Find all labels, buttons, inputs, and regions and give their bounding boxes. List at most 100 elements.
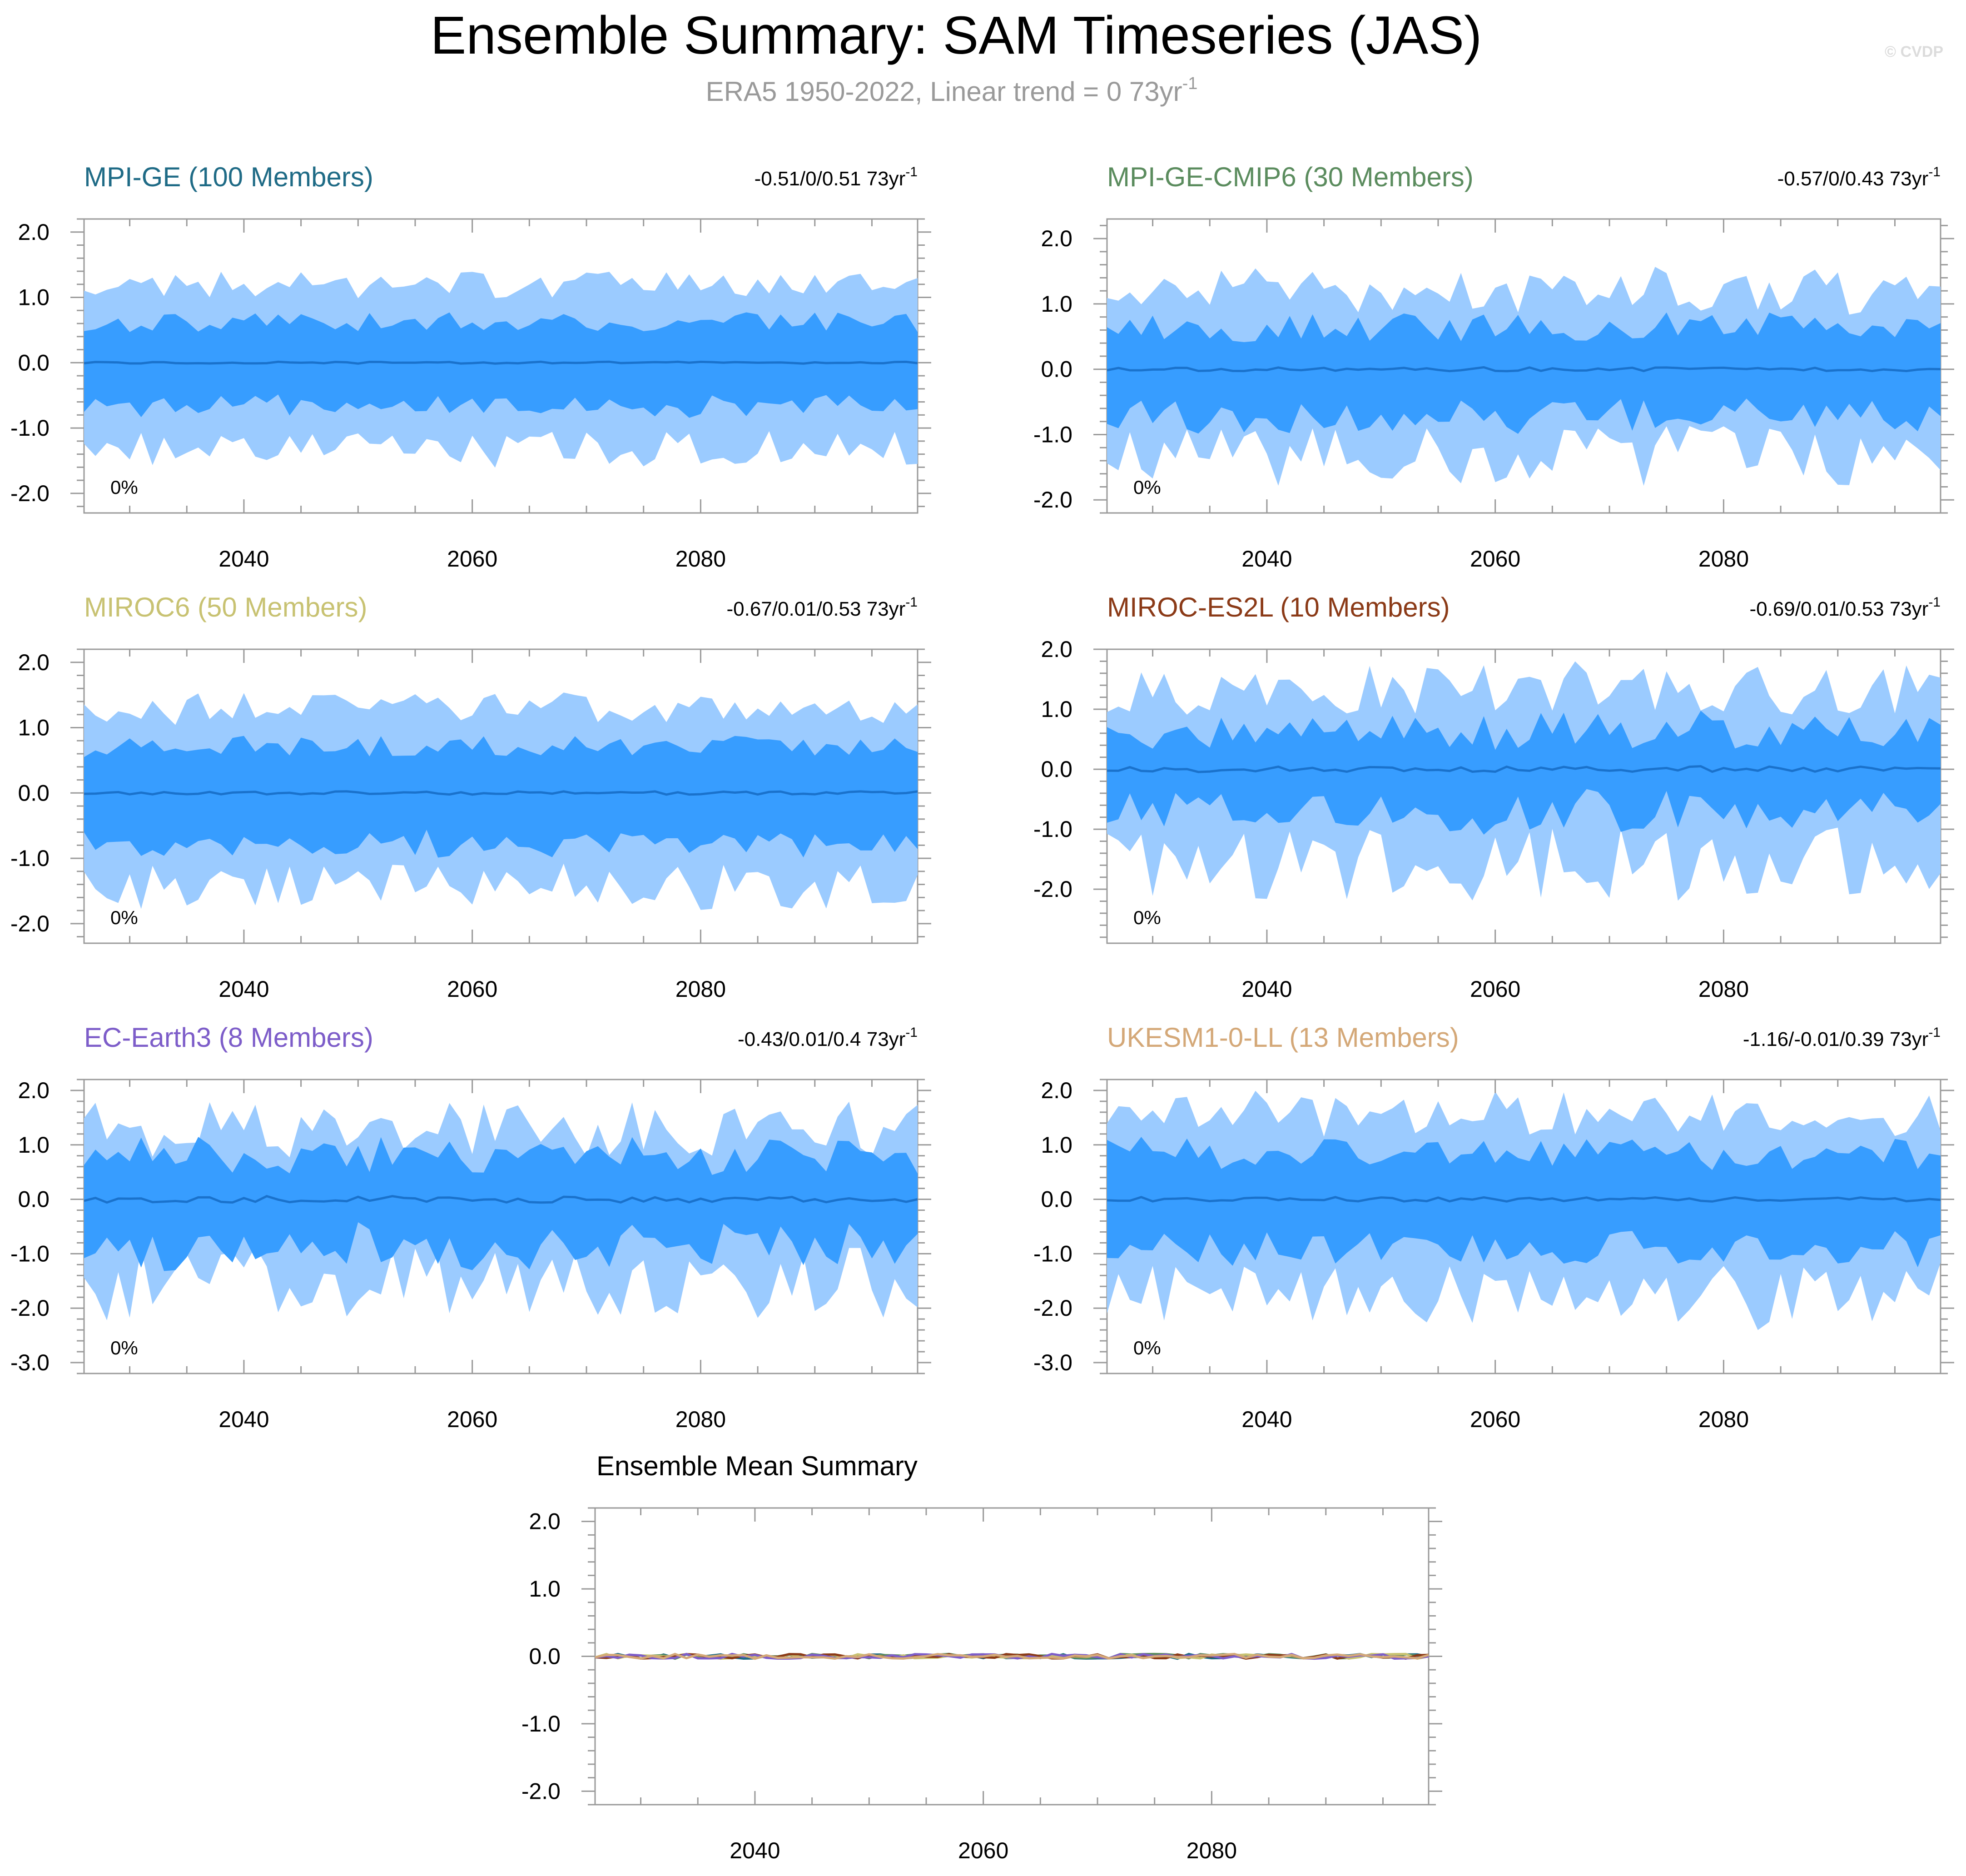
y-tick-label: 2.0: [18, 219, 50, 245]
x-tick-label: 2060: [1470, 546, 1520, 572]
y-tick-label: -1.0: [10, 1241, 50, 1266]
x-tick-label: 2080: [1187, 1838, 1237, 1863]
y-tick-label: 0.0: [1041, 1187, 1072, 1212]
y-tick-label: -2.0: [10, 911, 50, 936]
panel-percent-label: 0%: [110, 477, 138, 498]
y-tick-label: 2.0: [529, 1509, 561, 1534]
panel-percent-label: 0%: [1133, 477, 1161, 498]
y-tick-label: 1.0: [18, 1132, 50, 1158]
y-tick-label: -1.0: [521, 1711, 561, 1737]
chart-panel-6: 2040 2060 2080 2.0 1.0 0.0 -1.0 -2.0 -3.0 UKESM1-…: [1033, 1022, 1954, 1432]
x-tick-label: 2040: [1241, 1407, 1292, 1432]
x-tick-label: 2060: [447, 976, 497, 1002]
y-tick-label: -2.0: [1033, 487, 1072, 513]
chart-panel-3: 2040 2060 2080 2.0 1.0 0.0 -1.0 -2.0 MIROC6 (50 …: [10, 592, 931, 1002]
x-tick-label: 2080: [675, 1407, 726, 1432]
y-tick-label: 1.0: [18, 715, 50, 741]
panel-percent-label: 0%: [1133, 1337, 1161, 1358]
ensemble-mean-line: [1107, 765, 1941, 773]
y-tick-label: 0.0: [18, 780, 50, 806]
figure-subtitle-main: ERA5 1950-2022, Linear trend = 0 73yr: [706, 76, 1182, 107]
y-tick-label: -1.0: [10, 846, 50, 871]
y-tick-label: 1.0: [1041, 697, 1072, 722]
x-tick-label: 2080: [1698, 546, 1749, 572]
y-tick-label: -2.0: [1033, 1295, 1072, 1321]
y-tick-label: 0.0: [529, 1644, 561, 1669]
y-tick-label: 1.0: [1041, 1132, 1072, 1158]
y-tick-label: -2.0: [10, 1295, 50, 1321]
y-tick-label: -1.0: [10, 415, 50, 441]
x-tick-label: 2060: [958, 1838, 1008, 1863]
mean-series-ukesm1-0-ll: [595, 1652, 1429, 1660]
x-tick-label: 2040: [1241, 546, 1292, 572]
y-tick-label: -2.0: [10, 481, 50, 506]
panel-trend: -0.51/0/0.51 73yr-1: [755, 164, 918, 190]
x-tick-label: 2040: [218, 976, 269, 1002]
y-tick-label: -3.0: [10, 1350, 50, 1375]
inner-spread-band: [84, 312, 918, 418]
y-tick-label: 1.0: [529, 1576, 561, 1602]
inner-spread-band: [1107, 1137, 1941, 1268]
panel-trend: -0.67/0.01/0.53 73yr-1: [726, 595, 918, 620]
panel-title: MIROC-ES2L (10 Members): [1107, 592, 1450, 622]
plot-area: [1107, 267, 1941, 486]
y-tick-label: -1.0: [1033, 816, 1072, 842]
y-tick-label: 0.0: [18, 1187, 50, 1212]
chart-panel-2: 2040 2060 2080 2.0 1.0 0.0 -1.0 -2.0 MPI-GE-CMIP…: [1033, 162, 1954, 572]
panel-title: MPI-GE-CMIP6 (30 Members): [1107, 162, 1474, 192]
panel-percent-label: 0%: [1133, 907, 1161, 928]
x-tick-label: 2040: [218, 1407, 269, 1432]
y-tick-label: 2.0: [1041, 226, 1072, 251]
x-tick-label: 2080: [675, 976, 726, 1002]
y-tick-label: 0.0: [18, 350, 50, 375]
watermark: © CVDP: [1885, 43, 1943, 60]
y-tick-label: -1.0: [1033, 1241, 1072, 1266]
panel-title: Ensemble Mean Summary: [596, 1451, 918, 1481]
x-tick-label: 2040: [1241, 976, 1292, 1002]
plot-area: [1107, 661, 1941, 901]
plot-area: [84, 1101, 918, 1320]
y-tick-label: 2.0: [18, 650, 50, 675]
panel-title: EC-Earth3 (8 Members): [84, 1022, 373, 1053]
panel-title: UKESM1-0-LL (13 Members): [1107, 1022, 1459, 1053]
chart-panel-4: 2040 2060 2080 2.0 1.0 0.0 -1.0 -2.0 MIROC-ES2L …: [1033, 592, 1954, 1002]
x-tick-label: 2060: [1470, 1407, 1520, 1432]
figure-title: Ensemble Summary: SAM Timeseries (JAS): [431, 5, 1482, 65]
x-tick-label: 2060: [447, 546, 497, 572]
panel-trend: -0.69/0.01/0.53 73yr-1: [1749, 595, 1941, 620]
x-tick-label: 2060: [1470, 976, 1520, 1002]
panel-title: MPI-GE (100 Members): [84, 162, 373, 192]
inner-spread-band: [84, 1137, 918, 1271]
x-tick-label: 2080: [1698, 976, 1749, 1002]
ensemble-mean-line: [84, 790, 918, 796]
inner-spread-band: [84, 736, 918, 858]
panel-trend: -1.16/-0.01/0.39 73yr-1: [1743, 1025, 1941, 1050]
y-tick-label: -1.0: [1033, 422, 1072, 447]
x-tick-label: 2040: [730, 1838, 780, 1863]
x-tick-label: 2080: [1698, 1407, 1749, 1432]
x-tick-label: 2080: [675, 546, 726, 572]
ensemble-mean-line: [1107, 1196, 1941, 1203]
ensemble-mean-line: [1107, 366, 1941, 373]
chart-panel-7: 2040 2060 2080 2.0 1.0 0.0 -1.0 -2.0 Ensemble Me…: [521, 1451, 1442, 1863]
y-tick-label: 1.0: [18, 285, 50, 310]
figure-subtitle-exp: -1: [1182, 74, 1198, 93]
y-tick-label: 2.0: [1041, 1078, 1072, 1103]
plot-area: [84, 272, 918, 468]
panel-percent-label: 0%: [110, 907, 138, 928]
inner-spread-band: [1107, 312, 1941, 434]
y-tick-label: -3.0: [1033, 1350, 1072, 1375]
y-tick-label: 0.0: [1041, 756, 1072, 782]
ensemble-mean-line: [84, 1195, 918, 1204]
plot-area: [1107, 1090, 1941, 1330]
chart-panel-5: 2040 2060 2080 2.0 1.0 0.0 -1.0 -2.0 -3.0 EC-Eart…: [10, 1022, 931, 1432]
plot-area: [84, 692, 918, 910]
y-tick-label: -2.0: [521, 1778, 561, 1804]
figure-subtitle: ERA5 1950-2022, Linear trend = 0 73yr-1: [706, 74, 1198, 107]
x-tick-label: 2040: [218, 546, 269, 572]
panel-title: MIROC6 (50 Members): [84, 592, 367, 622]
y-tick-label: 2.0: [18, 1078, 50, 1103]
plot-area: [595, 1652, 1429, 1660]
panel-trend: -0.43/0.01/0.4 73yr-1: [738, 1025, 918, 1050]
